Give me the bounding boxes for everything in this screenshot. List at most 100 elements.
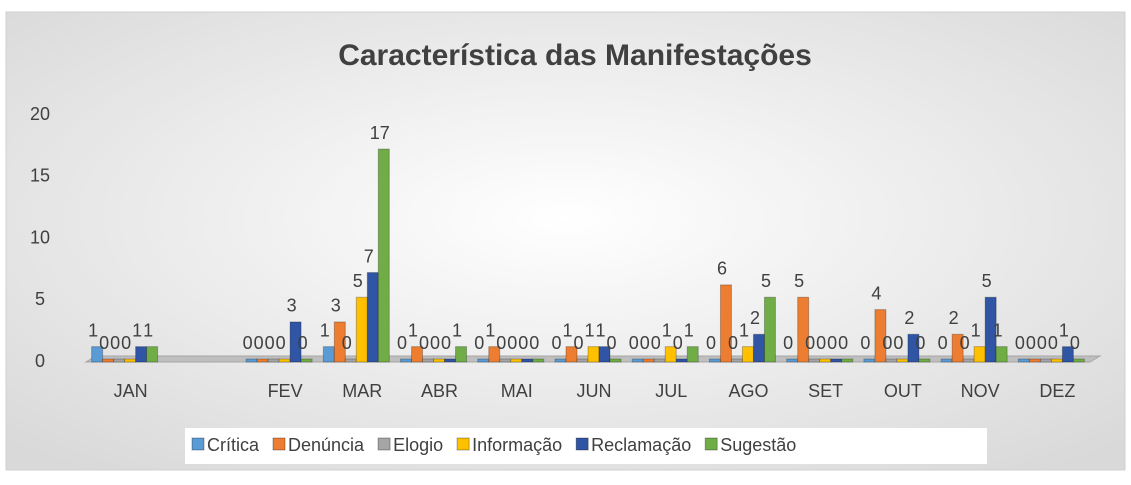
- legend-swatch: [575, 437, 589, 451]
- bar: [455, 346, 468, 363]
- bar: [366, 272, 379, 363]
- data-label: 0: [651, 333, 661, 353]
- data-label: 1: [1059, 320, 1069, 340]
- data-label: 1: [662, 320, 672, 340]
- bar: [521, 358, 534, 363]
- bar: [973, 346, 986, 363]
- bar: [422, 358, 435, 363]
- data-label: 0: [827, 333, 837, 353]
- bar: [708, 358, 721, 363]
- data-label: 0: [640, 333, 650, 353]
- x-tick-label: ABR: [421, 381, 458, 401]
- data-label: 1: [408, 320, 418, 340]
- legend-swatch: [704, 437, 718, 451]
- bar: [510, 358, 523, 363]
- bar: [918, 358, 931, 363]
- bar: [344, 358, 357, 363]
- bar: [962, 358, 975, 363]
- bar: [741, 346, 754, 363]
- bar: [477, 358, 490, 363]
- data-label: 1: [452, 320, 462, 340]
- bar: [653, 358, 666, 363]
- bar: [1061, 346, 1074, 363]
- bar: [300, 358, 313, 363]
- bar: [587, 346, 600, 363]
- bar: [377, 148, 390, 363]
- data-label: 0: [1070, 333, 1080, 353]
- bar: [1017, 358, 1030, 363]
- bar: [940, 358, 953, 363]
- data-label: 0: [99, 333, 109, 353]
- x-tick-label: NOV: [961, 381, 1000, 401]
- data-label: 0: [938, 333, 948, 353]
- bar: [488, 346, 501, 363]
- data-label: 0: [728, 333, 738, 353]
- data-label: 0: [474, 333, 484, 353]
- bar: [333, 321, 346, 363]
- bar: [675, 358, 688, 363]
- data-label: 0: [254, 333, 264, 353]
- data-label: 0: [110, 333, 120, 353]
- y-tick-label: 0: [35, 351, 45, 371]
- bar: [719, 284, 732, 363]
- bar: [433, 358, 446, 363]
- legend-label: Sugestão: [720, 435, 796, 455]
- bar: [642, 358, 655, 363]
- data-label: 0: [419, 333, 429, 353]
- data-label: 5: [982, 271, 992, 291]
- data-label: 0: [1026, 333, 1036, 353]
- bar: [841, 358, 854, 363]
- bar: [554, 358, 567, 363]
- chart-title: Característica das Manifestações: [338, 39, 812, 72]
- data-label: 0: [397, 333, 407, 353]
- data-label: 0: [629, 333, 639, 353]
- data-label: 0: [860, 333, 870, 353]
- data-label: 0: [893, 333, 903, 353]
- bar: [907, 333, 920, 363]
- data-label: 0: [1048, 333, 1058, 353]
- bar: [289, 321, 302, 363]
- bar: [256, 358, 269, 363]
- bar: [1039, 358, 1052, 363]
- x-tick-label: AGO: [728, 381, 768, 401]
- y-tick-label: 10: [30, 227, 50, 247]
- data-label: 0: [265, 333, 275, 353]
- data-label: 0: [507, 333, 517, 353]
- data-label: 1: [132, 320, 142, 340]
- data-label: 0: [960, 333, 970, 353]
- bar: [245, 358, 258, 363]
- data-label: 0: [243, 333, 253, 353]
- y-tick-label: 15: [30, 166, 50, 186]
- legend-label: Elogio: [393, 435, 443, 455]
- x-tick-label: FEV: [268, 381, 303, 401]
- data-label: 1: [595, 320, 605, 340]
- bar: [355, 296, 368, 363]
- data-label: 6: [717, 259, 727, 279]
- bar: [278, 358, 291, 363]
- x-tick-label: MAI: [501, 381, 533, 401]
- legend-label: Denúncia: [288, 435, 365, 455]
- data-label: 7: [364, 246, 374, 266]
- bar: [951, 333, 964, 363]
- x-tick-label: JAN: [114, 381, 148, 401]
- data-label: 1: [143, 320, 153, 340]
- bar: [995, 346, 1008, 363]
- bar: [752, 333, 765, 363]
- data-label: 2: [949, 308, 959, 328]
- data-label: 1: [993, 320, 1003, 340]
- bar: [102, 358, 115, 363]
- bar: [1028, 358, 1041, 363]
- bar: [532, 358, 545, 363]
- x-tick-label: MAR: [342, 381, 382, 401]
- data-label: 1: [584, 320, 594, 340]
- legend-label: Reclamação: [591, 435, 691, 455]
- data-label: 0: [882, 333, 892, 353]
- bar: [819, 358, 832, 363]
- data-label: 0: [298, 333, 308, 353]
- bar: [730, 358, 743, 363]
- data-label: 1: [320, 320, 330, 340]
- data-label: 3: [331, 296, 341, 316]
- bar: [91, 346, 104, 363]
- legend-swatch: [456, 437, 470, 451]
